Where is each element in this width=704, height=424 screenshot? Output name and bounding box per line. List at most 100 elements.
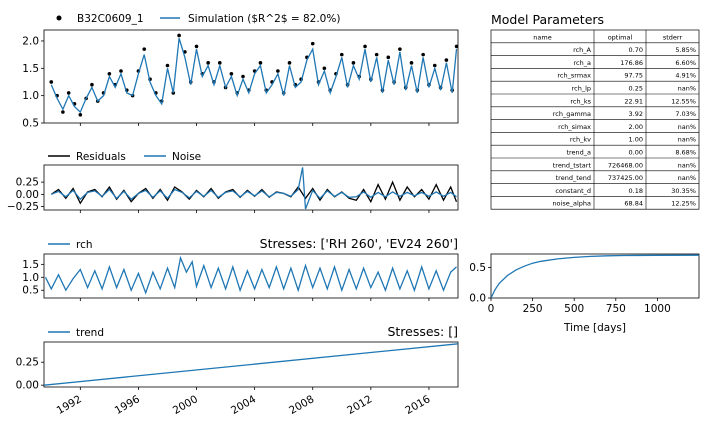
residuals-legend: Residuals Noise [48,151,201,163]
data-point [66,91,71,95]
x-tick-label: 1996 [113,393,142,417]
table-cell: trend_tend [556,174,591,182]
simulation-frame [43,29,459,124]
table-cell: nan% [678,123,696,131]
table-cell: 97.75 [624,72,643,80]
table-cell: rch_A [573,46,591,54]
data-point [351,61,356,65]
data-point [177,33,181,38]
table-cell: 4.91% [675,72,696,80]
rch-panel: rch Stresses: ['RH 260', 'EV24 260'] 0.5… [22,236,459,301]
data-point [206,61,210,65]
table-cell: 176.86 [620,59,643,67]
data-point [374,52,379,57]
rch_response-series-line-0 [491,254,699,298]
legend-label-noise: Noise [172,151,201,163]
response-xlabel: Time [days] [563,322,626,334]
table-cell: 8.68% [675,149,696,157]
rch-series-line-0 [44,255,457,295]
trend-panel: trend Stresses: [] 0.00 0.25 1992 1996 2000 2… [16,324,459,417]
data-point [49,80,54,84]
x-tick-label: 2016 [403,393,432,417]
table-cell: 30.35% [671,187,696,195]
x-tick-label: 2008 [287,393,316,417]
table-cell: nan% [678,174,696,182]
simulation-plot-area: 0.5 1.0 1.5 2.0 [22,29,459,130]
data-point [241,74,245,79]
x-tick-label: 1000 [644,303,671,315]
data-point [454,44,458,49]
x-tick-label: 250 [523,303,543,315]
x-tick-label: 0 [488,303,495,315]
response-plot-area: 0.0 0.5 0 250 500 750 1000 [469,253,700,315]
y-tick-label: 1.5 [22,259,39,271]
simulation-legend: B32C0609_1 Simulation ($R^2$ = 82.0%) [56,13,340,25]
data-point [339,52,344,57]
rch-series-group [44,255,457,295]
residuals-series-group [50,167,458,210]
rch-stresses-title: Stresses: ['RH 260', 'EV24 260'] [260,236,458,251]
table-cell: rch_srmax [557,72,591,80]
model-parameters: Model Parameters name optimal stderr rch_A 0… [490,12,700,210]
table-cell: rch_gamma [553,110,591,118]
trend-frame [43,341,459,388]
table-header-cell: name [533,33,551,41]
params-title: Model Parameters [491,12,604,27]
table-cell: nan% [678,161,696,169]
x-tick-label: 750 [606,303,626,315]
table-cell: 12.25% [671,200,696,208]
x-tick-label: 1992 [55,393,84,417]
table-cell: 0.25 [629,85,643,93]
table-cell: noise_alpha [552,200,591,208]
x-tick-label: 2004 [229,393,258,417]
table-cell: 68.84 [624,200,643,208]
legend-label-simulation: Simulation ($R^2$ = 82.0%) [188,13,340,25]
params-table: name optimal stderr rch_A 0.70 5.85% rch_a 176.… [490,29,700,210]
table-cell: nan% [678,85,696,93]
rch_response-series-group [491,254,699,298]
data-point [363,44,367,49]
legend-label-trend: trend [76,327,104,339]
residuals-series-line-1 [51,167,457,210]
simulation-series-line-1 [50,38,458,114]
data-point [229,71,234,76]
data-point [165,63,170,68]
trend-series-group [44,343,458,386]
trend-series-line-0 [44,343,458,386]
table-cell: rch_a [574,59,591,67]
data-point [287,61,292,65]
table-cell: 22.91 [624,97,643,105]
table-cell: 3.92 [629,110,643,118]
y-tick-label: 0.00 [16,189,39,201]
data-point [322,66,327,71]
table-cell: 0.18 [629,187,643,195]
data-point [432,63,437,68]
table-cell: 7.03% [675,110,696,118]
y-tick-label: 0.25 [16,177,39,189]
residuals-panel: Residuals Noise 0.250.00−0.25 [7,151,459,213]
residuals-plot-area: 0.250.00−0.25 [7,164,459,213]
table-header-cell: stderr [663,33,683,41]
x-tick-label: 2012 [345,393,374,417]
y-tick-label: 1.5 [22,63,39,75]
table-cell: 726468.00 [608,161,643,169]
trend-plot-area: 0.00 0.25 1992 1996 2000 2004 2008 2012 2016 [16,341,459,417]
data-point [421,52,425,57]
y-tick-label: 0.0 [469,293,486,305]
y-tick-label: 0.25 [16,357,39,369]
data-point [61,110,65,114]
y-tick-label: −0.25 [7,201,39,213]
x-tick-label: 500 [564,303,584,315]
simulation-series-group [49,33,458,117]
data-point [276,69,280,73]
data-point [444,58,449,62]
y-tick-label: 0.5 [22,285,39,297]
data-point [258,61,263,65]
legend-marker-observed [56,15,62,21]
data-point [78,112,83,117]
data-point [194,44,199,49]
table-cell: trend_a [566,149,591,157]
table-cell: 1.00 [629,136,643,144]
table-cell: 5.85% [675,46,696,54]
table-cell: rch_kv [570,136,591,144]
